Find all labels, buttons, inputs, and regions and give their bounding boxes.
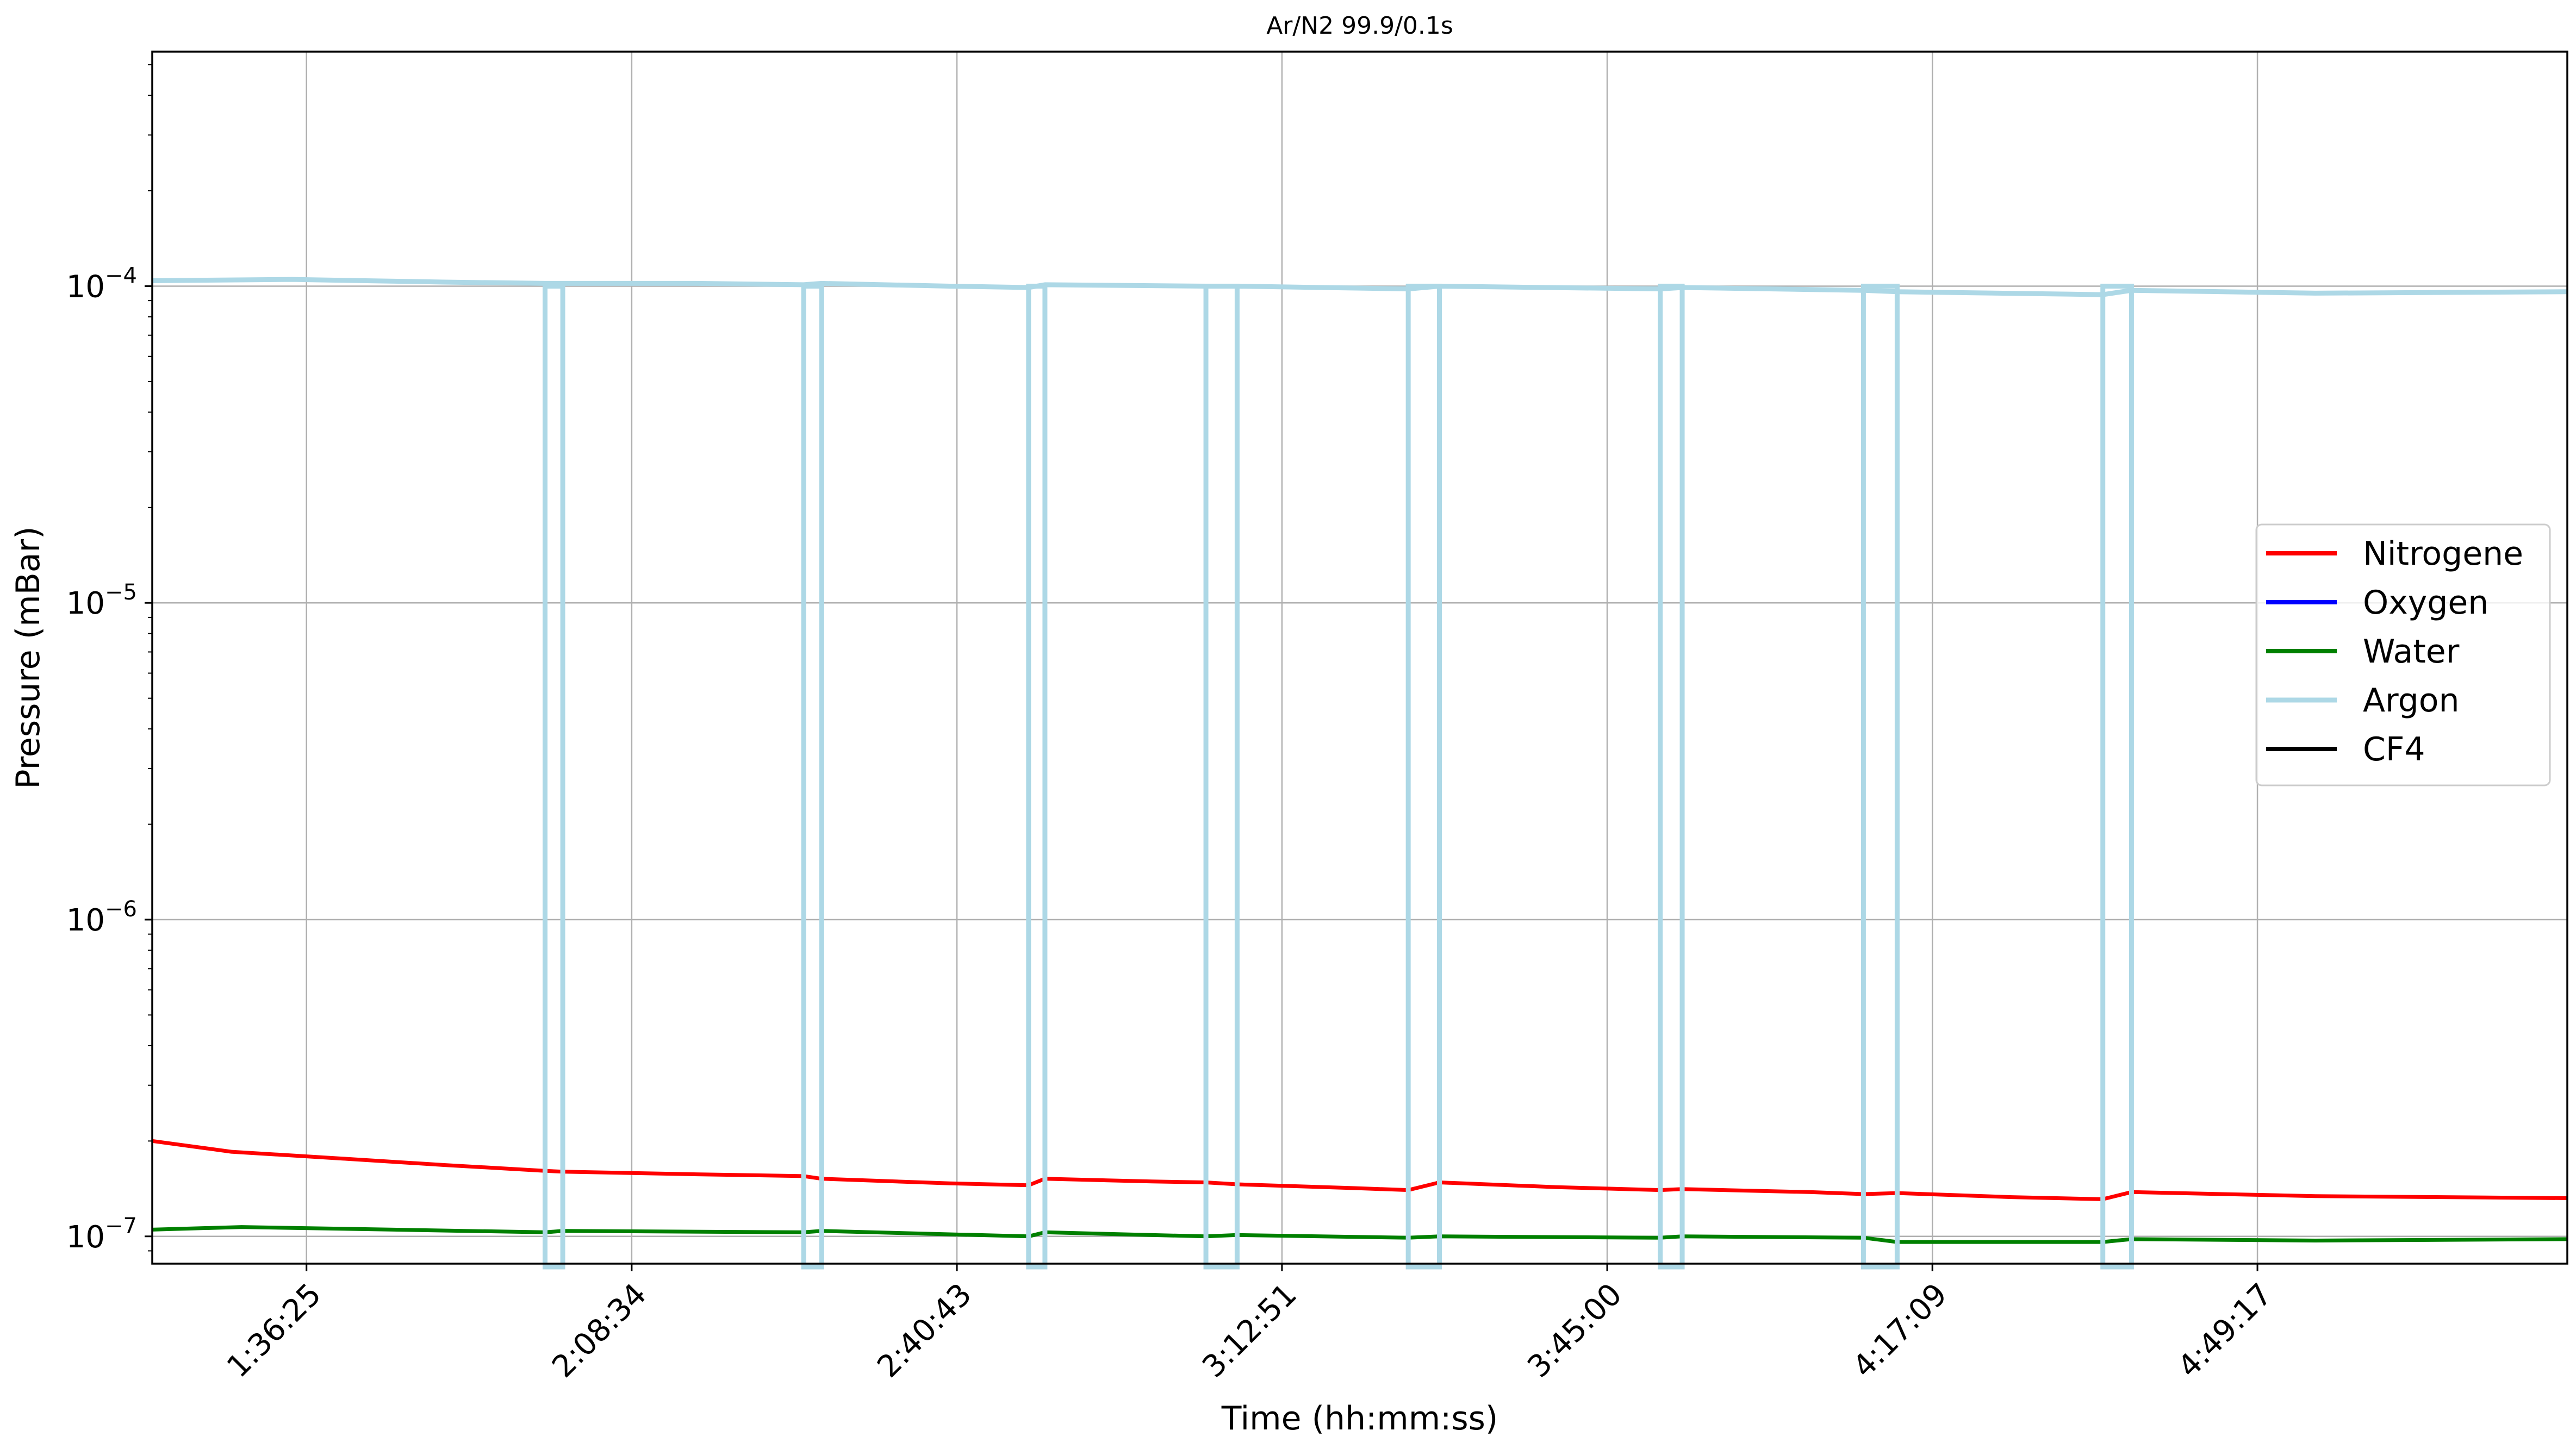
legend-box [2255, 523, 2551, 786]
legend-label-oxygen: Oxygen [2363, 584, 2488, 622]
y-tick-label: 10−6 [66, 897, 137, 938]
argon-dropout [1026, 283, 1048, 1270]
chart-title: Ar/N2 99.9/0.1s [1266, 12, 1453, 40]
plot-area [152, 277, 2568, 1270]
argon-dropout [1861, 283, 1900, 1270]
argon-dropout [1405, 283, 1442, 1270]
argon-dropout [2100, 283, 2134, 1270]
legend-label-nitrogene: Nitrogene [2363, 535, 2523, 573]
y-tick-label: 10−7 [66, 1214, 137, 1255]
argon-dropout [1658, 283, 1685, 1270]
argon-dropout [1203, 283, 1240, 1270]
legend-label-water: Water [2363, 633, 2460, 671]
y-tick-label: 10−5 [66, 580, 137, 621]
y-axis-label: Pressure (mBar) [9, 526, 47, 789]
x-axis-label: Time (hh:mm:ss) [1221, 1400, 1498, 1438]
y-tick-label: 10−4 [66, 263, 137, 304]
y-axis: 10−7 10−6 10−5 10−4 [66, 263, 152, 1255]
legend-label-argon: Argon [2363, 682, 2459, 720]
argon-dropout [801, 283, 824, 1270]
legend: Nitrogene Oxygen Water Argon CF4 [2255, 523, 2551, 786]
argon-dropout [543, 283, 565, 1270]
legend-label-cf4: CF4 [2363, 730, 2425, 769]
plot-frame [151, 51, 2568, 1265]
